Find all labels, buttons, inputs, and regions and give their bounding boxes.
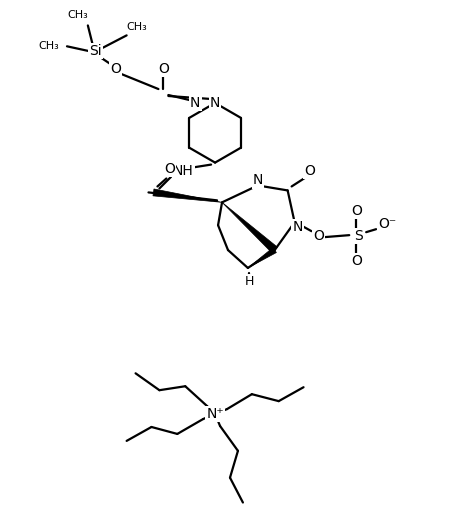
Text: O: O [313,229,324,243]
Text: Si: Si [90,44,102,58]
Text: O: O [110,62,121,76]
Text: O: O [351,254,361,268]
Text: H: H [245,276,255,289]
Text: O: O [313,229,324,243]
Text: O: O [110,62,121,76]
Text: N: N [253,174,263,188]
Text: O: O [164,162,175,176]
Text: N: N [210,96,220,110]
Polygon shape [153,189,222,202]
Text: CH₃: CH₃ [126,22,147,32]
Polygon shape [248,248,276,268]
Text: O⁻: O⁻ [378,217,396,231]
Text: N⁺: N⁺ [206,407,224,421]
Text: N: N [210,96,220,110]
Text: CH₃: CH₃ [126,22,147,32]
Text: CH₃: CH₃ [39,41,59,51]
Text: NH: NH [173,164,194,177]
Text: N: N [190,96,200,110]
Text: N⁺: N⁺ [206,407,224,421]
Text: NH: NH [173,164,194,177]
Text: N: N [253,174,263,188]
Text: O: O [351,204,361,218]
Text: N: N [210,96,220,110]
Text: O: O [164,162,175,176]
Text: O: O [158,62,169,76]
Text: N: N [292,220,303,234]
Text: H: H [245,276,255,289]
Text: S: S [354,229,362,243]
Text: CH₃: CH₃ [68,9,88,20]
Text: O: O [351,254,361,268]
Polygon shape [222,202,277,253]
Text: O⁻: O⁻ [378,217,396,231]
Text: S: S [354,229,362,243]
Text: O: O [304,164,315,177]
Text: O: O [304,164,315,177]
Text: Si: Si [90,44,102,58]
Text: CH₃: CH₃ [39,41,59,51]
Text: O: O [158,62,169,76]
Text: O: O [351,204,361,218]
Text: CH₃: CH₃ [68,9,88,20]
Text: N: N [292,220,303,234]
